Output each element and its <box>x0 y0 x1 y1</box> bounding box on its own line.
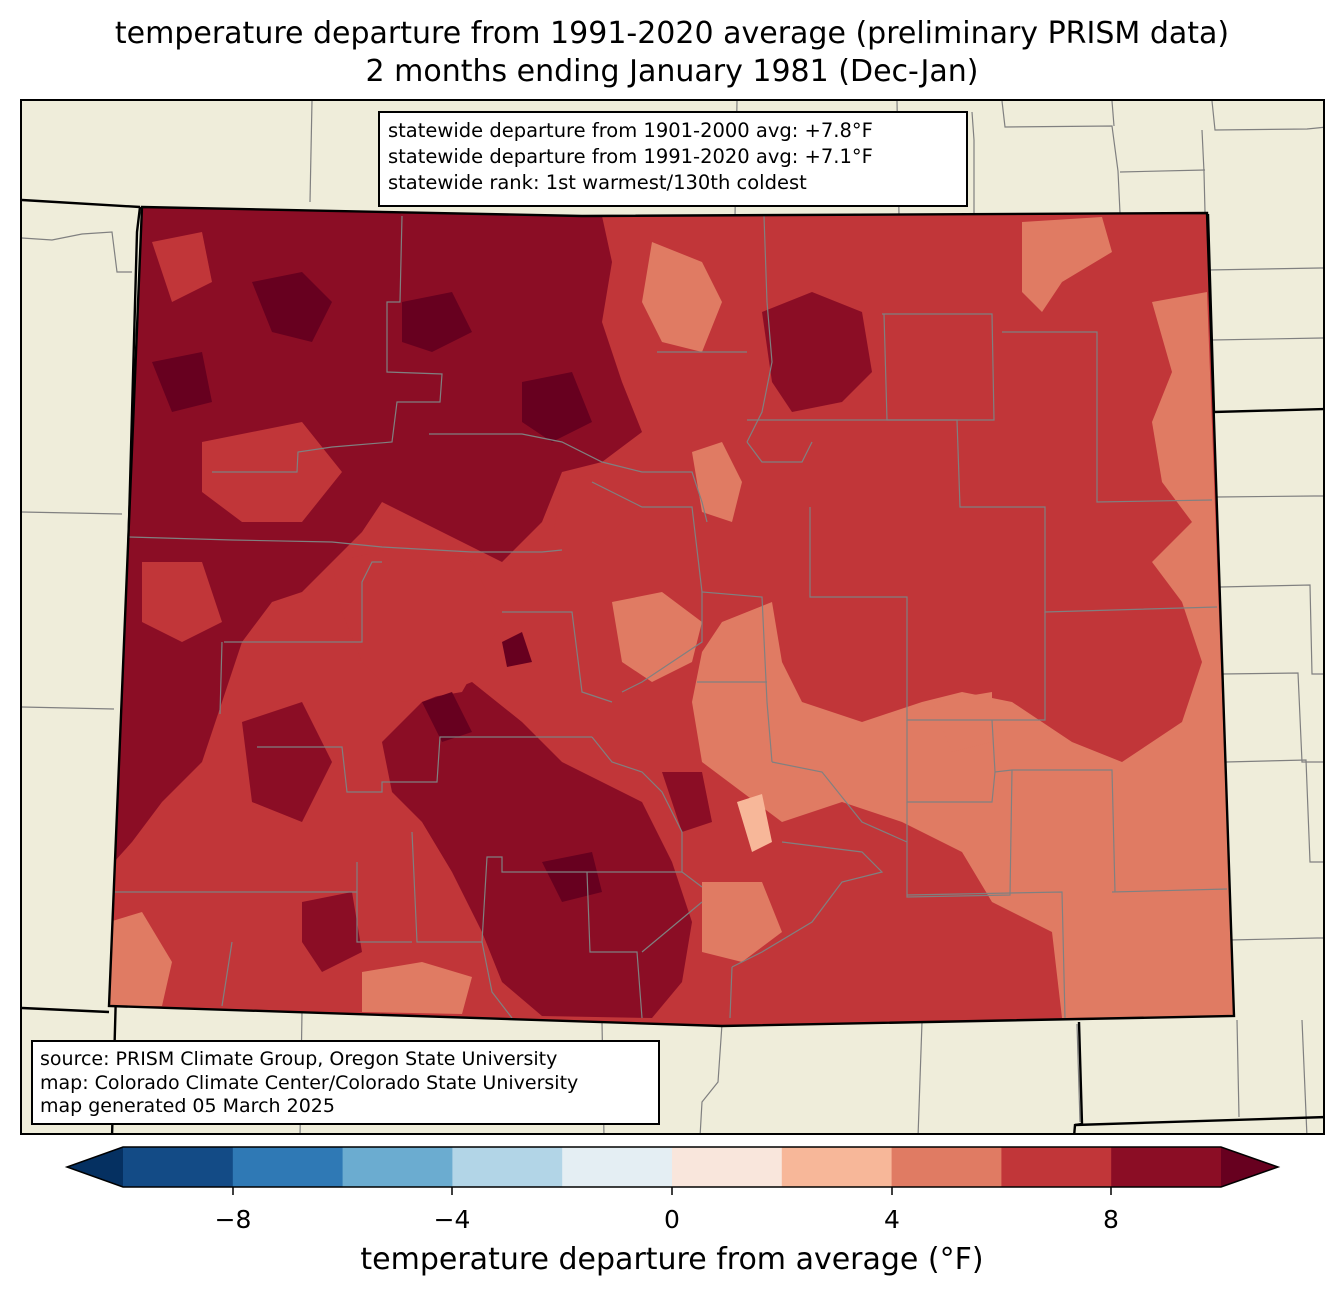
colorbar-cell <box>1001 1147 1111 1187</box>
colorbar-label: temperature departure from average (°F) <box>0 1242 1344 1277</box>
colorado-map <box>22 101 1325 1135</box>
map-panel <box>20 99 1325 1135</box>
colorbar-tick-4: 4 <box>852 1205 932 1234</box>
colorbar <box>60 1140 1290 1200</box>
colorbar-tick-minus8: −8 <box>193 1205 273 1234</box>
colorbar-cell <box>672 1147 782 1187</box>
map-title-line2: 2 months ending January 1981 (Dec-Jan) <box>0 53 1344 91</box>
stats-departure-1991-2020: statewide departure from 1991-2020 avg: … <box>388 144 958 170</box>
colorbar-ticks <box>233 1187 1111 1195</box>
map-credit-line: map: Colorado Climate Center/Colorado St… <box>40 1072 651 1096</box>
colorbar-cells <box>67 1147 1278 1187</box>
colorbar-cell <box>452 1147 562 1187</box>
colorbar-tick-minus4: −4 <box>412 1205 492 1234</box>
map-title-line1: temperature departure from 1991-2020 ave… <box>0 15 1344 53</box>
colorbar-cell <box>233 1147 343 1187</box>
stats-rank: statewide rank: 1st warmest/130th coldes… <box>388 170 958 196</box>
source-attribution-box: source: PRISM Climate Group, Oregon Stat… <box>31 1040 660 1125</box>
colorbar-cell <box>343 1147 453 1187</box>
colorbar-cell <box>123 1147 233 1187</box>
generated-date-line: map generated 05 March 2025 <box>40 1095 651 1119</box>
statewide-stats-box: statewide departure from 1901-2000 avg: … <box>378 111 968 207</box>
colorbar-extend-high <box>1221 1147 1278 1187</box>
colorbar-cell <box>1111 1147 1221 1187</box>
temperature-contours <box>109 207 1234 1026</box>
stats-departure-1901-2000: statewide departure from 1901-2000 avg: … <box>388 118 958 144</box>
colorbar-cell <box>892 1147 1002 1187</box>
colorbar-extend-low <box>67 1147 123 1187</box>
colorbar-tick-8: 8 <box>1071 1205 1151 1234</box>
colorbar-tick-0: 0 <box>632 1205 712 1234</box>
colorbar-cell <box>562 1147 672 1187</box>
source-line: source: PRISM Climate Group, Oregon Stat… <box>40 1048 651 1072</box>
colorbar-cell <box>782 1147 892 1187</box>
